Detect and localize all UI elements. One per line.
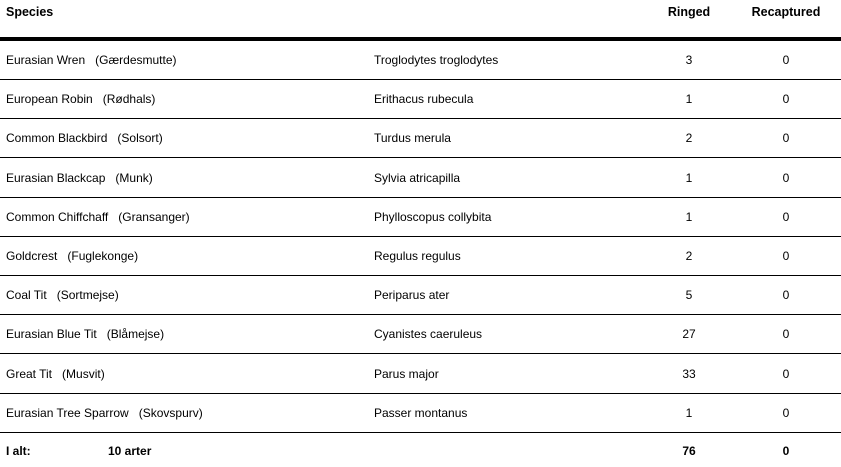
- common-name: Eurasian Tree Sparrow: [6, 405, 129, 420]
- ringed-count: 1: [685, 405, 693, 420]
- local-name: (Musvit): [62, 366, 105, 381]
- ringed-count: 5: [685, 288, 693, 303]
- species-name: Eurasian Blackcap (Munk): [6, 171, 153, 185]
- header-recaptured: Recaptured: [751, 5, 821, 19]
- scientific-name: Passer montanus: [374, 405, 468, 420]
- local-name: (Gærdesmutte): [95, 53, 177, 67]
- recaptured-count: 0: [782, 209, 790, 224]
- scientific-name: Periparus ater: [374, 288, 450, 303]
- table-row: Eurasian Wren (Gærdesmutte) Troglodytes t…: [0, 41, 841, 80]
- species-name: Coal Tit (Sortmejse): [6, 288, 119, 302]
- footer-label: I alt:: [6, 444, 31, 458]
- scientific-name: Erithacus rubecula: [374, 92, 474, 107]
- table-row: Common Chiffchaff (Gransanger) Phylloscop…: [0, 198, 841, 237]
- table-row: Goldcrest (Fuglekonge) Regulus regulus 2 0: [0, 237, 841, 276]
- ringed-count: 2: [685, 131, 693, 146]
- common-name: European Robin: [6, 92, 93, 107]
- species-name: European Robin (Rødhals): [6, 92, 155, 106]
- local-name: (Munk): [115, 170, 153, 185]
- local-name: (Fuglekonge): [67, 249, 139, 263]
- common-name: Goldcrest: [6, 249, 58, 263]
- scientific-name: Troglodytes troglodytes: [374, 53, 499, 67]
- ringed-count: 2: [685, 249, 693, 263]
- species-name: Common Chiffchaff (Gransanger): [6, 210, 190, 224]
- local-name: (Skovspurv): [138, 405, 203, 420]
- recaptured-count: 0: [782, 131, 790, 146]
- header-ringed: Ringed: [667, 5, 711, 19]
- table-row: Eurasian Blue Tit (Blåmejse) Cyanistes ca…: [0, 315, 841, 355]
- ringed-count: 27: [682, 327, 696, 342]
- recaptured-count: 0: [782, 53, 790, 67]
- table-row: European Robin (Rødhals) Erithacus rubecu…: [0, 80, 841, 120]
- recaptured-count: 0: [782, 366, 790, 381]
- species-name: Eurasian Blue Tit (Blåmejse): [6, 327, 164, 341]
- table-row: Common Blackbird (Solsort) Turdus merula 2…: [0, 119, 841, 159]
- species-name: Eurasian Wren (Gærdesmutte): [6, 53, 177, 67]
- common-name: Common Blackbird: [6, 131, 108, 146]
- table-row: Great Tit (Musvit) Parus major 33 0: [0, 355, 841, 394]
- common-name: Eurasian Blue Tit: [6, 327, 97, 342]
- scientific-name: Regulus regulus: [374, 249, 461, 263]
- footer-recaptured-total: 0: [782, 444, 790, 458]
- species-name: Eurasian Tree Sparrow (Skovspurv): [6, 406, 203, 420]
- recaptured-count: 0: [782, 288, 790, 303]
- table-row: Eurasian Tree Sparrow (Skovspurv) Passer …: [0, 394, 841, 433]
- recaptured-count: 0: [782, 405, 790, 420]
- ringed-count: 1: [685, 92, 693, 107]
- common-name: Eurasian Blackcap: [6, 170, 106, 185]
- ringed-count: 33: [682, 366, 696, 381]
- ringed-count: 1: [685, 209, 693, 224]
- footer-ringed-total: 76: [682, 444, 696, 458]
- table-row: Coal Tit (Sortmejse) Periparus ater 5 0: [0, 276, 841, 316]
- scientific-name: Sylvia atricapilla: [374, 170, 461, 185]
- header-species: Species: [6, 5, 54, 19]
- table-header: Species Ringed Recaptured: [0, 0, 841, 41]
- recaptured-count: 0: [782, 249, 790, 263]
- scientific-name: Turdus merula: [374, 131, 451, 146]
- local-name: (Sortmejse): [56, 288, 119, 303]
- ringed-count: 3: [685, 53, 693, 67]
- scientific-name: Cyanistes caeruleus: [374, 327, 483, 342]
- local-name: (Rødhals): [102, 92, 156, 107]
- local-name: (Gransanger): [118, 209, 190, 224]
- species-name: Great Tit (Musvit): [6, 367, 105, 381]
- ringed-count: 1: [685, 170, 693, 185]
- recaptured-count: 0: [782, 92, 790, 107]
- recaptured-count: 0: [782, 170, 790, 185]
- scientific-name: Parus major: [374, 366, 439, 381]
- table-row: Eurasian Blackcap (Munk) Sylvia atricapil…: [0, 159, 841, 198]
- recaptured-count: 0: [782, 327, 790, 342]
- scientific-name: Phylloscopus collybita: [374, 209, 492, 224]
- common-name: Eurasian Wren: [6, 53, 86, 67]
- species-name: Common Blackbird (Solsort): [6, 131, 163, 145]
- local-name: (Blåmejse): [106, 327, 165, 342]
- species-name: Goldcrest (Fuglekonge): [6, 249, 138, 263]
- common-name: Common Chiffchaff: [6, 209, 109, 224]
- common-name: Great Tit: [6, 366, 53, 381]
- table-footer: I alt: 10 arter 76 0: [0, 433, 841, 467]
- common-name: Coal Tit: [6, 288, 47, 303]
- local-name: (Solsort): [117, 131, 163, 146]
- footer-species-count: 10 arter: [108, 444, 152, 458]
